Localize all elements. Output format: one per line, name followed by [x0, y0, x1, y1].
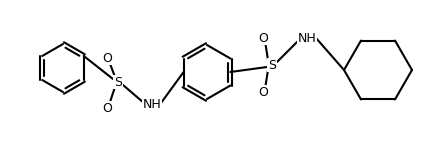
Text: O: O: [258, 86, 268, 99]
Text: O: O: [258, 32, 268, 45]
Text: O: O: [102, 102, 112, 115]
Text: NH: NH: [142, 99, 162, 111]
Text: S: S: [114, 75, 122, 89]
Text: NH: NH: [298, 32, 316, 45]
Text: S: S: [268, 58, 276, 71]
Text: O: O: [102, 52, 112, 65]
